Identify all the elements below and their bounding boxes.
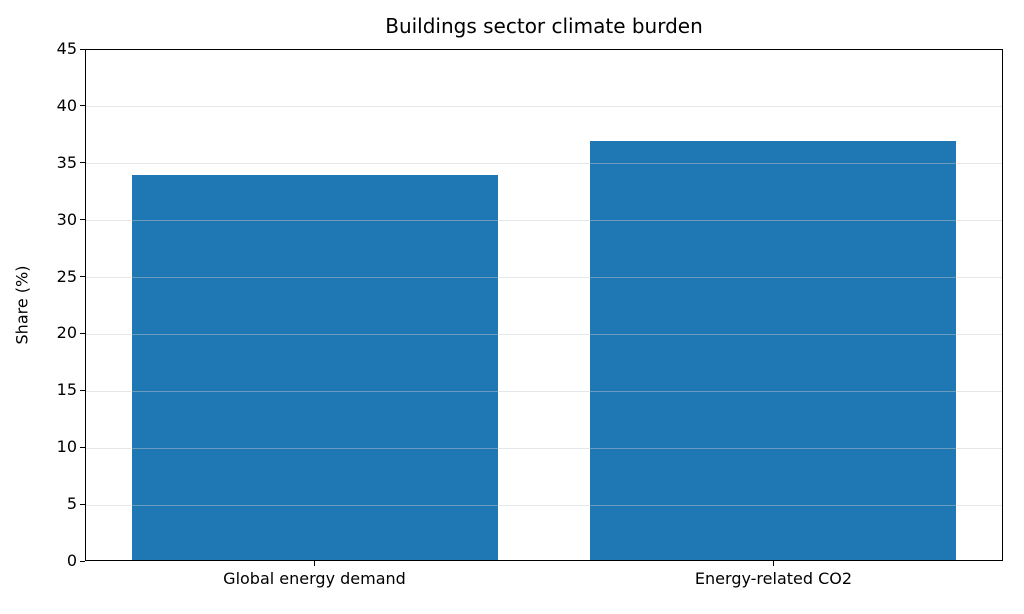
y-tick-mark — [80, 560, 85, 562]
x-tick-mark — [314, 561, 315, 566]
bar-energy-related-co2 — [589, 140, 957, 560]
y-tick-label: 30 — [56, 209, 77, 229]
y-tick-label: 15 — [56, 380, 77, 400]
gridline — [86, 390, 1002, 392]
gridline — [86, 333, 1002, 335]
y-tick-label: 40 — [56, 95, 77, 115]
y-tick-label: 5 — [66, 494, 77, 514]
y-tick-mark — [80, 389, 85, 391]
x-tick-mark — [773, 561, 774, 566]
y-tick-mark — [80, 332, 85, 334]
gridline — [86, 106, 1002, 108]
y-tick-mark — [80, 219, 85, 221]
gridline — [86, 504, 1002, 506]
grid-layer — [86, 50, 1002, 560]
y-tick-label: 10 — [56, 437, 77, 457]
y-tick-mark — [80, 276, 85, 278]
y-tick-label: 45 — [56, 39, 77, 58]
gridline — [86, 277, 1002, 279]
y-tick-mark — [80, 162, 85, 164]
chart-title: Buildings sector climate burden — [385, 14, 703, 38]
y-tick-label: 35 — [56, 152, 77, 172]
y-tick-mark — [80, 446, 85, 448]
y-tick-label: 0 — [66, 551, 77, 570]
y-tick-label: 25 — [56, 266, 77, 286]
gridline — [86, 220, 1002, 222]
x-tick-label: Global energy demand — [223, 569, 406, 588]
y-tick-mark — [80, 48, 85, 50]
y-tick-label: 20 — [56, 323, 77, 343]
x-tick-label: Energy-related CO2 — [694, 569, 853, 588]
gridline — [86, 163, 1002, 165]
y-tick-mark — [80, 503, 85, 505]
bar-layer — [86, 50, 1002, 560]
y-tick-mark — [80, 105, 85, 107]
gridline — [86, 447, 1002, 449]
bar-global-energy-demand — [131, 174, 499, 560]
plot-area — [85, 49, 1003, 561]
